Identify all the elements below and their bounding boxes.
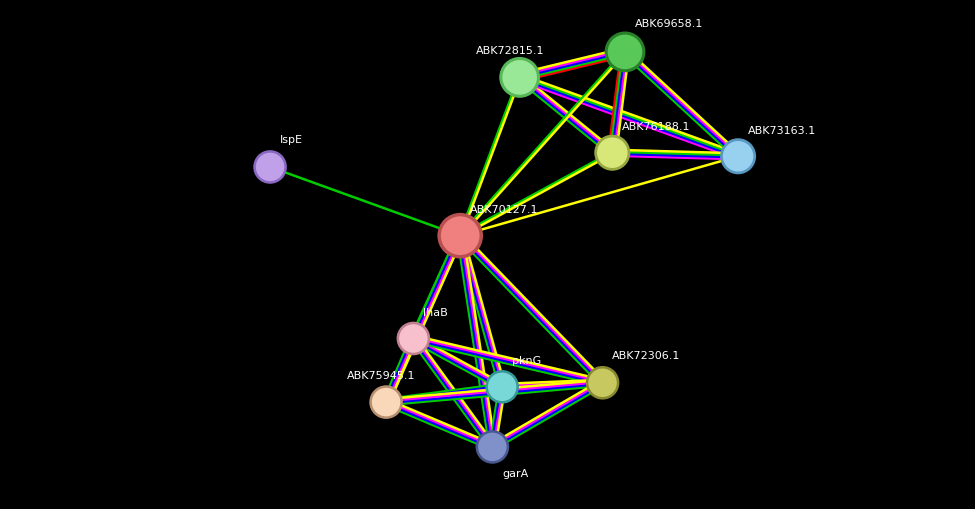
Circle shape <box>507 65 532 90</box>
Text: ABK70127.1: ABK70127.1 <box>470 205 538 215</box>
Circle shape <box>438 213 483 259</box>
Text: garA: garA <box>502 469 528 479</box>
Circle shape <box>721 138 756 174</box>
Text: ABK72815.1: ABK72815.1 <box>476 46 544 56</box>
Circle shape <box>399 324 428 353</box>
Text: lhaB: lhaB <box>423 308 448 318</box>
Circle shape <box>482 437 503 457</box>
Circle shape <box>612 40 638 64</box>
Circle shape <box>370 385 403 419</box>
Circle shape <box>595 135 630 171</box>
Circle shape <box>397 322 430 355</box>
Circle shape <box>375 392 397 412</box>
Circle shape <box>447 222 474 249</box>
Text: ABK73163.1: ABK73163.1 <box>748 126 816 136</box>
Text: ABK76188.1: ABK76188.1 <box>622 122 690 132</box>
Circle shape <box>586 366 619 400</box>
Circle shape <box>597 137 628 168</box>
Circle shape <box>607 35 643 69</box>
Circle shape <box>254 150 287 184</box>
Text: ABK72306.1: ABK72306.1 <box>612 351 681 361</box>
Circle shape <box>588 369 617 397</box>
Circle shape <box>491 377 513 397</box>
Circle shape <box>403 328 424 349</box>
Circle shape <box>476 430 509 464</box>
Circle shape <box>502 60 537 95</box>
Text: IspE: IspE <box>280 135 303 145</box>
Circle shape <box>441 216 480 255</box>
Circle shape <box>604 32 645 72</box>
Circle shape <box>499 57 540 98</box>
Circle shape <box>488 373 517 401</box>
Text: ABK69658.1: ABK69658.1 <box>635 19 703 29</box>
Circle shape <box>486 370 519 404</box>
Circle shape <box>255 153 285 181</box>
Circle shape <box>727 145 749 167</box>
Text: ABK75945.1: ABK75945.1 <box>347 371 415 381</box>
Circle shape <box>722 141 754 172</box>
Circle shape <box>478 433 507 461</box>
Circle shape <box>259 157 281 177</box>
Circle shape <box>371 388 401 416</box>
Circle shape <box>602 142 623 164</box>
Text: pknG: pknG <box>512 356 541 366</box>
Circle shape <box>592 373 613 393</box>
